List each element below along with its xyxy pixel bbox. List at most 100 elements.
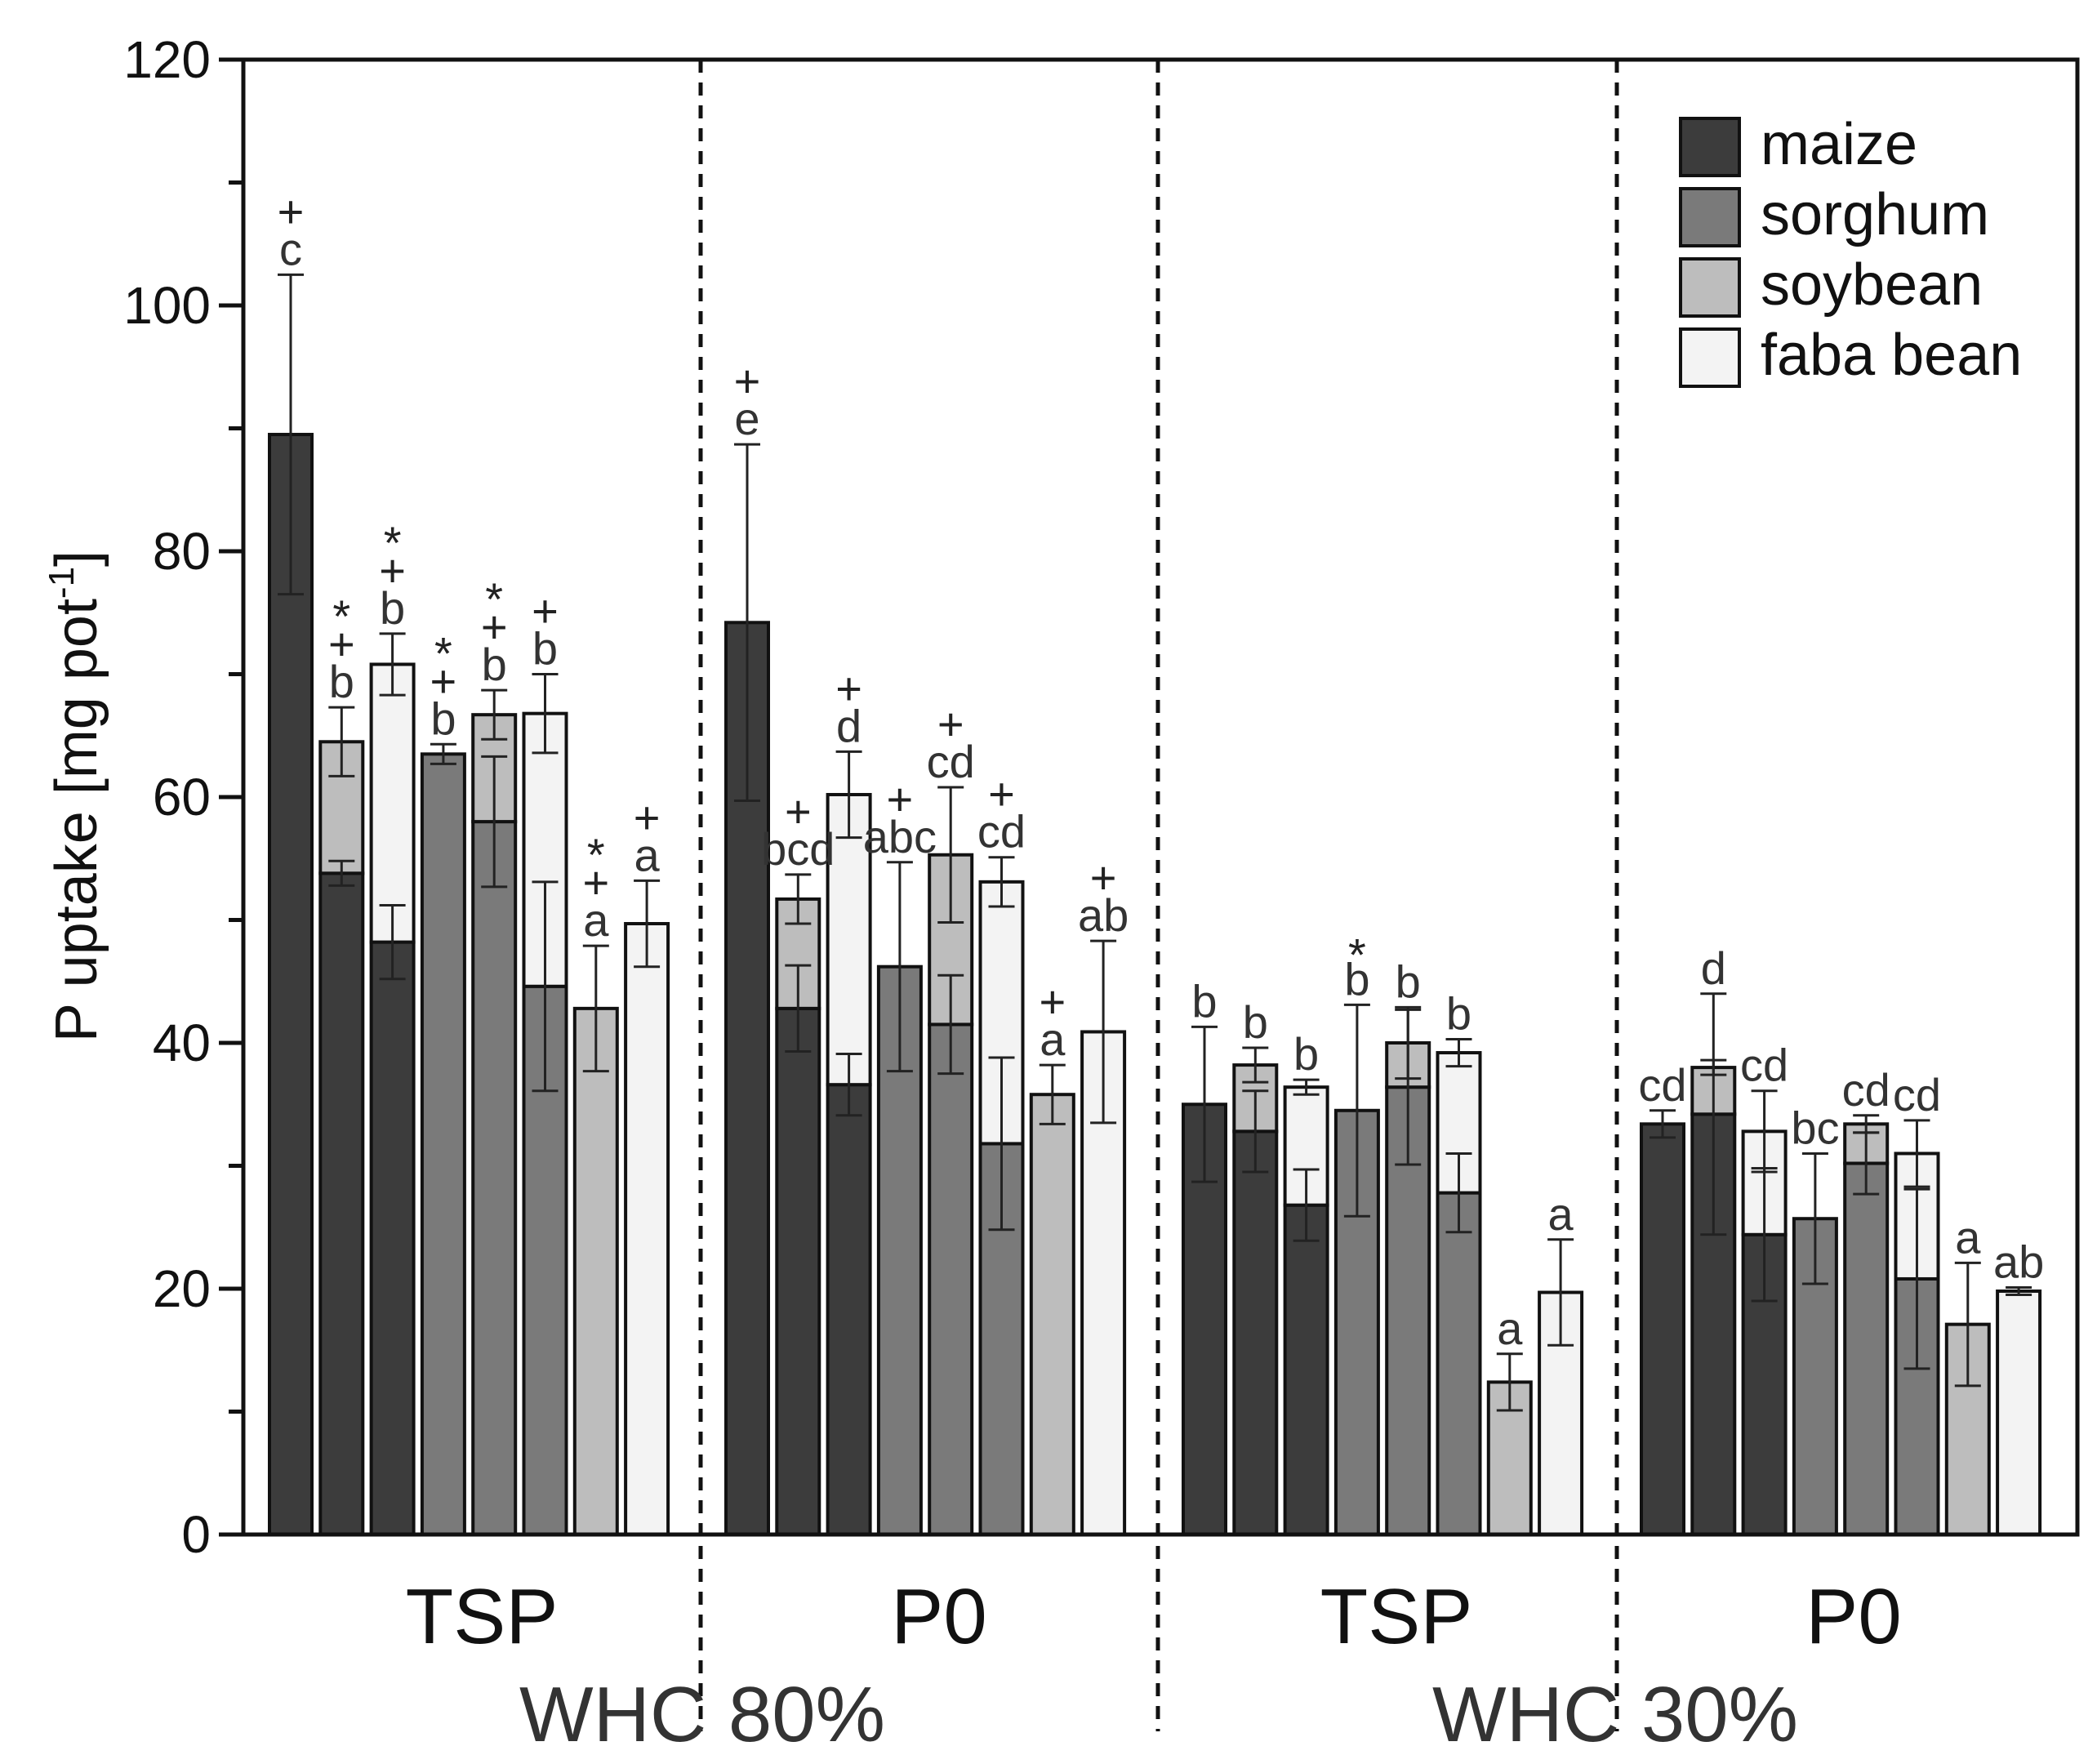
legend-item-soybean: soybean bbox=[1679, 252, 1983, 318]
y-axis-title: P uptake [mg pot-1] bbox=[42, 550, 109, 1042]
error-bar-4-sorghum bbox=[430, 742, 456, 765]
error-bar-16-faba-bean bbox=[1090, 939, 1117, 1125]
error-bar-17-maize bbox=[1191, 1025, 1218, 1183]
significance-letter-29: cd bbox=[1842, 1064, 1890, 1116]
significance-plus-10: + bbox=[785, 786, 812, 837]
error-bar-29-soybean bbox=[1853, 1114, 1880, 1134]
error-bar-3-faba-bean bbox=[379, 632, 406, 697]
bar-1-maize bbox=[268, 433, 314, 1536]
error-bar-11-maize bbox=[835, 1053, 862, 1117]
y-tick-label-0: 0 bbox=[181, 1505, 211, 1564]
legend-label-soybean: soybean bbox=[1761, 252, 1983, 318]
y-tick-label-120: 120 bbox=[123, 30, 211, 89]
bar-19-maize bbox=[1283, 1203, 1329, 1537]
y-axis-title-suffix: ] bbox=[44, 550, 109, 567]
significance-star-3: * bbox=[384, 517, 402, 568]
error-bar-24-faba-bean bbox=[1547, 1238, 1574, 1347]
bar-29-sorghum bbox=[1843, 1161, 1890, 1536]
legend-item-maize: maize bbox=[1679, 112, 1917, 177]
significance-letter-31: a bbox=[1955, 1211, 1981, 1263]
significance-letter-13: cd bbox=[927, 736, 975, 787]
significance-plus-11: + bbox=[835, 662, 862, 714]
condition-label-2: WHC 30% bbox=[1432, 1671, 1798, 1758]
significance-letter-5: b bbox=[482, 639, 507, 690]
significance-letter-12: abc bbox=[863, 811, 937, 862]
error-bar-32-faba-bean bbox=[2006, 1285, 2032, 1297]
significance-letter-27: cd bbox=[1740, 1040, 1788, 1091]
significance-letter-7: a bbox=[583, 894, 609, 946]
error-bar-19-faba-bean bbox=[1293, 1078, 1320, 1096]
significance-plus-14: + bbox=[988, 768, 1015, 820]
error-bar-14-faba-bean bbox=[988, 856, 1015, 908]
bar-18-maize bbox=[1232, 1129, 1279, 1536]
error-bar-30-faba-bean bbox=[1903, 1119, 1930, 1188]
legend-swatch-faba-bean bbox=[1679, 327, 1741, 388]
significance-letter-8: a bbox=[634, 829, 661, 880]
group-label-4: P0 bbox=[1805, 1573, 1901, 1660]
group-label-3: TSP bbox=[1320, 1573, 1473, 1660]
error-bar-11-faba-bean bbox=[835, 750, 862, 840]
significance-letter-14: cd bbox=[977, 806, 1026, 858]
legend-swatch-sorghum bbox=[1679, 187, 1741, 247]
legend-label-faba-bean: faba bean bbox=[1761, 323, 2022, 388]
bar-2-maize bbox=[318, 871, 365, 1537]
group-separators bbox=[698, 60, 1619, 1731]
significance-plus-7: + bbox=[582, 857, 609, 908]
significance-letter-30: cd bbox=[1893, 1069, 1941, 1120]
error-bar-5-sorghum bbox=[481, 755, 508, 889]
significance-plus-13: + bbox=[937, 698, 964, 750]
error-bar-10-maize bbox=[785, 964, 812, 1054]
error-bar-23-soybean bbox=[1496, 1352, 1523, 1412]
significance-star-2: * bbox=[332, 590, 350, 642]
y-tick-label-100: 100 bbox=[123, 276, 211, 335]
significance-letter-25: cd bbox=[1638, 1059, 1686, 1111]
significance-star-5: * bbox=[485, 573, 503, 625]
condition-label-1: WHC 80% bbox=[519, 1671, 885, 1758]
significance-letter-15: a bbox=[1040, 1013, 1066, 1065]
error-bar-19-maize bbox=[1293, 1168, 1320, 1242]
significance-letter-11: d bbox=[836, 700, 862, 751]
y-axis-title-main: P uptake [mg pot bbox=[44, 599, 109, 1042]
significance-plus-6: + bbox=[532, 586, 559, 637]
error-bar-6-sorghum bbox=[532, 880, 559, 1093]
bar-11-maize bbox=[826, 1083, 872, 1537]
bar-7-soybean bbox=[572, 1006, 619, 1536]
significance-letter-4: b bbox=[430, 693, 456, 744]
bar-8-faba-bean bbox=[624, 922, 670, 1536]
significance-star-7: * bbox=[587, 829, 605, 880]
bar-10-maize bbox=[775, 1006, 821, 1536]
significance-letter-2: b bbox=[329, 656, 354, 707]
bar-3-faba-bean bbox=[369, 662, 416, 944]
bar-5-sorghum bbox=[471, 820, 518, 1536]
significance-plus-5: + bbox=[481, 601, 508, 653]
significance-letter-6: b bbox=[532, 623, 558, 675]
significance-plus-16: + bbox=[1090, 852, 1117, 903]
error-bar-30-sorghum bbox=[1903, 1187, 1930, 1370]
y-tick-label-20: 20 bbox=[153, 1259, 211, 1318]
group-label-2: P0 bbox=[891, 1573, 986, 1660]
significance-letter-10: bcd bbox=[761, 823, 835, 875]
significance-star-20: * bbox=[1348, 929, 1366, 980]
bar-22-sorghum bbox=[1436, 1191, 1482, 1536]
error-bar-20-sorghum bbox=[1343, 1003, 1370, 1218]
error-bar-8-faba-bean bbox=[634, 879, 661, 969]
significance-letter-22: b bbox=[1446, 987, 1471, 1039]
error-bar-7-soybean bbox=[582, 944, 609, 1073]
legend-swatch-maize bbox=[1679, 117, 1741, 177]
error-bar-15-soybean bbox=[1039, 1063, 1066, 1125]
error-bar-2-soybean bbox=[328, 706, 355, 777]
significance-plus-8: + bbox=[634, 791, 661, 843]
error-bar-9-maize bbox=[734, 443, 760, 803]
error-bar-18-soybean bbox=[1242, 1046, 1269, 1084]
group-label-1: TSP bbox=[406, 1573, 559, 1660]
significance-star-4: * bbox=[434, 627, 452, 679]
error-bar-5-soybean bbox=[481, 688, 508, 741]
error-bar-26-maize bbox=[1700, 992, 1727, 1236]
legend-item-faba-bean: faba bean bbox=[1679, 323, 2022, 388]
error-bar-25-maize bbox=[1650, 1109, 1676, 1139]
legend-swatch-soybean bbox=[1679, 257, 1741, 318]
significance-letter-16: ab bbox=[1078, 889, 1129, 941]
error-bar-27-faba-bean bbox=[1751, 1089, 1778, 1174]
